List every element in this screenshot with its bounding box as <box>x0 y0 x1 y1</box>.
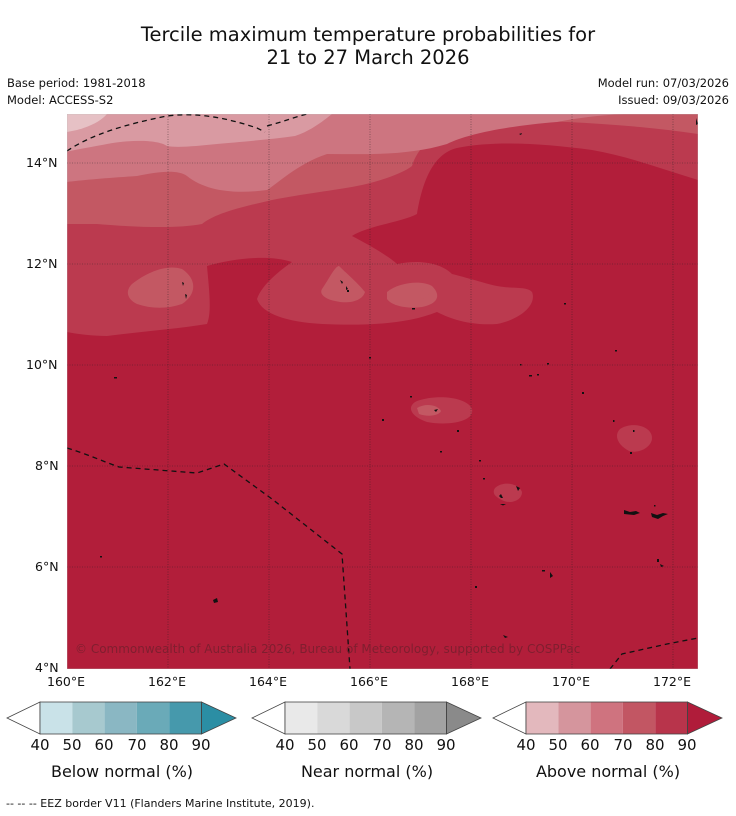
cbar-near-tick: 80 <box>404 736 424 754</box>
cbar-below-50 <box>72 702 105 734</box>
cbar-near-70 <box>381 702 415 734</box>
model-run: Model run: 07/03/2026 <box>597 76 729 90</box>
cbar-above-low <box>492 701 527 735</box>
cbar-below-40 <box>40 702 73 734</box>
colorbar-below <box>6 701 237 735</box>
lon-tick-170: 170°E <box>552 674 591 689</box>
cbar-above-70 <box>622 702 656 734</box>
cbar-near-tick: 90 <box>436 736 456 754</box>
cbar-below-80 <box>169 702 202 734</box>
lat-tick-10: 10°N <box>26 357 58 372</box>
map-title-line2: 21 to 27 March 2026 <box>266 46 470 69</box>
region-above-70-patch-d <box>417 404 441 416</box>
cbar-above-50 <box>558 702 591 734</box>
cbar-below-low <box>6 701 41 735</box>
map-title-line1: Tercile maximum temperature probabilitie… <box>140 23 596 46</box>
graticule <box>67 114 698 669</box>
colorbar-above <box>492 701 723 735</box>
cbar-below-70 <box>136 702 170 734</box>
cbar-above-tick: 70 <box>613 736 633 754</box>
cbar-near-50 <box>317 702 350 734</box>
lon-tick-166: 166°E <box>350 674 389 689</box>
probability-map: © Commonwealth of Australia 2026, Bureau… <box>67 114 698 669</box>
colorbar-near-label: Near normal (%) <box>300 762 434 781</box>
eez-border <box>67 114 698 669</box>
eez-footnote: -- -- -- EEZ border V11 (Flanders Marine… <box>6 797 315 810</box>
base-period: Base period: 1981-2018 <box>7 76 146 90</box>
cbar-below-tick: 70 <box>127 736 147 754</box>
cbar-near-tick: 70 <box>372 736 392 754</box>
cbar-below-tick: 50 <box>62 736 82 754</box>
lat-tick-12: 12°N <box>26 256 58 271</box>
colorbar-above-label: Above normal (%) <box>535 762 681 781</box>
cbar-above-tick: 40 <box>516 736 536 754</box>
cbar-above-40 <box>526 702 559 734</box>
cbar-above-tick: 90 <box>677 736 697 754</box>
region-above-70-patch-b <box>321 266 365 303</box>
cbar-near-60 <box>349 702 382 734</box>
cbar-above-tick: 80 <box>645 736 665 754</box>
cbar-above-80 <box>655 702 688 734</box>
lat-tick-6: 6°N <box>35 559 59 574</box>
cbar-near-40 <box>285 702 318 734</box>
cbar-above-tick: 60 <box>580 736 600 754</box>
region-above-80-island-b <box>616 425 652 452</box>
cbar-near-tick: 40 <box>275 736 295 754</box>
cbar-below-high <box>201 701 237 735</box>
model-name: Model: ACCESS-S2 <box>7 93 114 107</box>
issued-date: Issued: 09/03/2026 <box>618 93 729 107</box>
lon-tick-168: 168°E <box>451 674 490 689</box>
region-above-70-patch-e <box>420 287 430 299</box>
cbar-above-60 <box>590 702 623 734</box>
cbar-near-high <box>446 701 482 735</box>
cbar-below-tick: 60 <box>94 736 114 754</box>
lat-tick-14: 14°N <box>26 155 58 170</box>
islands <box>100 118 698 638</box>
lon-tick-164: 164°E <box>249 674 288 689</box>
lon-tick-172: 172°E <box>653 674 692 689</box>
region-above-40 <box>67 114 107 132</box>
lat-tick-4: 4°N <box>35 660 59 675</box>
cbar-near-low <box>251 701 286 735</box>
region-above-80-island-a <box>410 397 473 424</box>
cbar-below-60 <box>104 702 137 734</box>
cbar-below-tick: 40 <box>30 736 50 754</box>
cbar-below-tick: 80 <box>159 736 179 754</box>
colorbar-below-label: Below normal (%) <box>50 762 194 781</box>
cbar-near-80 <box>414 702 447 734</box>
lon-tick-162: 162°E <box>148 674 187 689</box>
cbar-near-tick: 60 <box>339 736 359 754</box>
lon-tick-160: 160°E <box>47 674 86 689</box>
colorbar-near <box>251 701 482 735</box>
cbar-near-tick: 50 <box>307 736 327 754</box>
region-above-70-patch-a <box>127 267 194 308</box>
lat-tick-8: 8°N <box>35 458 59 473</box>
copyright-text: © Commonwealth of Australia 2026, Bureau… <box>75 642 580 656</box>
cbar-above-tick: 50 <box>548 736 568 754</box>
cbar-above-high <box>687 701 723 735</box>
cbar-below-tick: 90 <box>191 736 211 754</box>
